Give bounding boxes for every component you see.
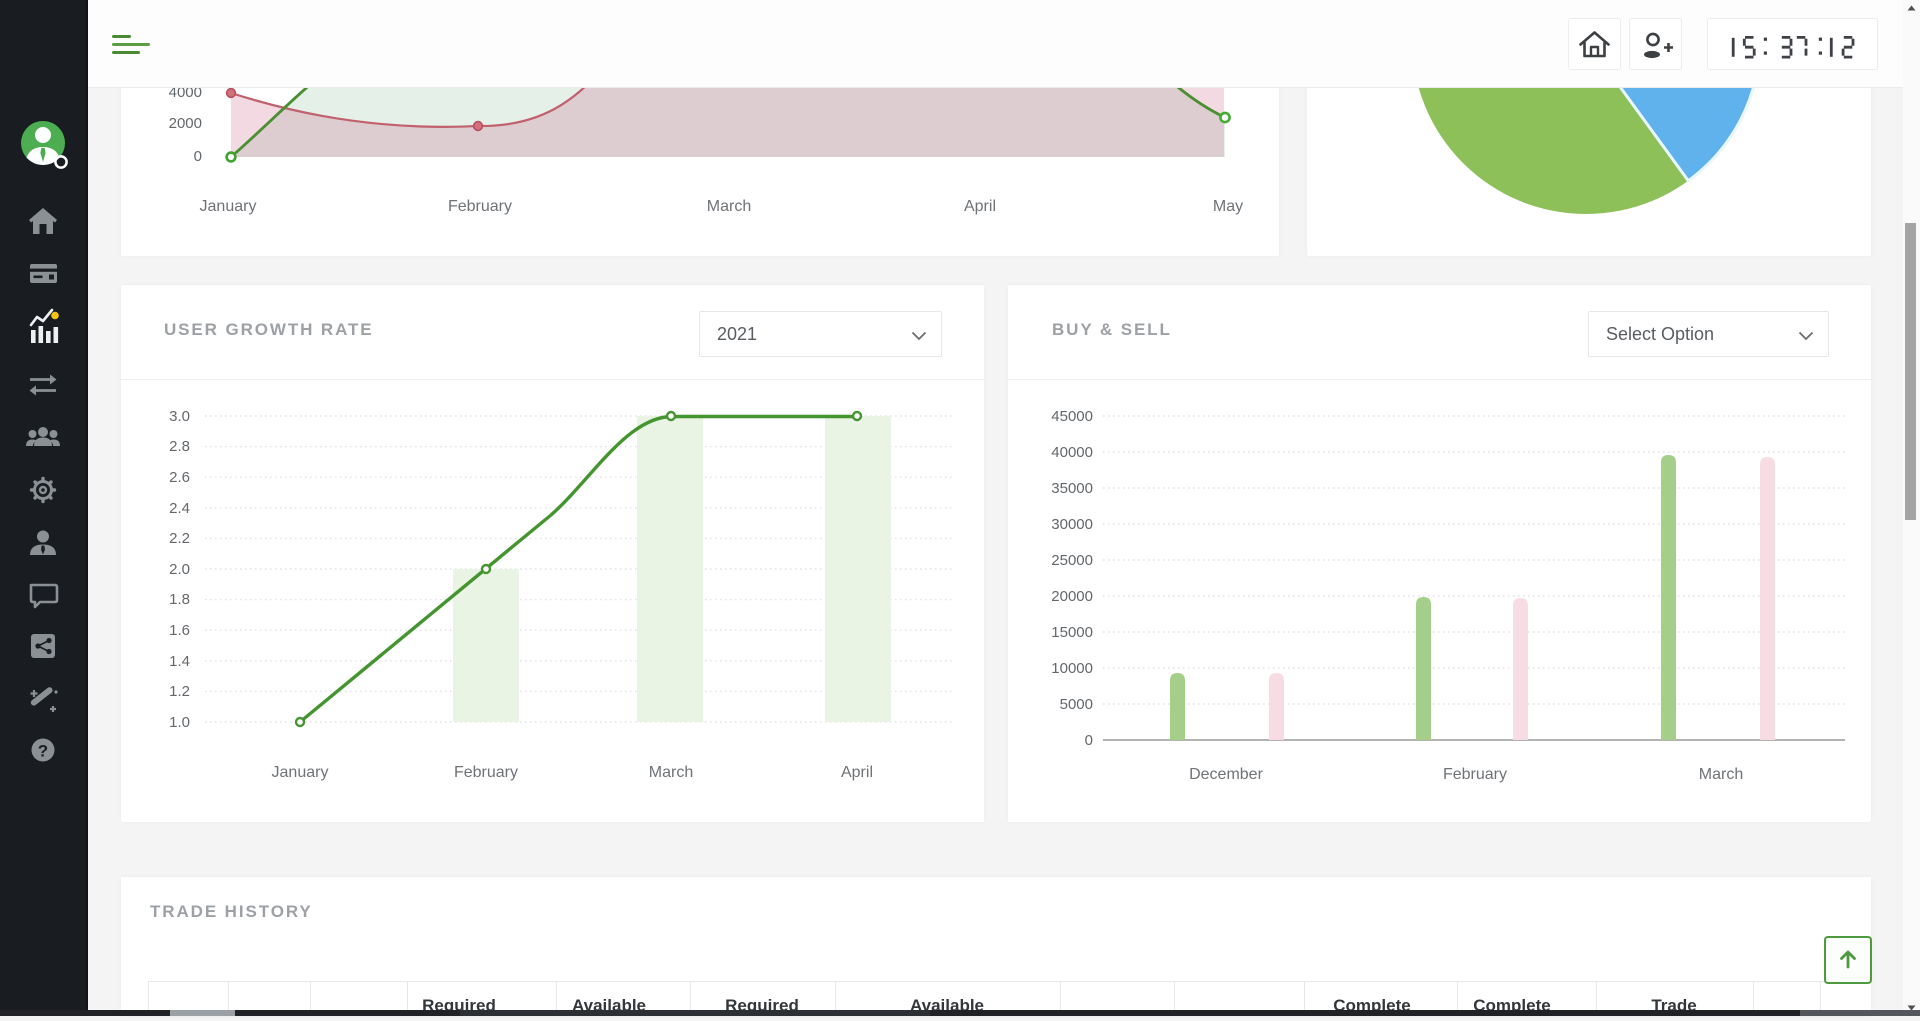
svg-text:?: ? [38,742,48,761]
